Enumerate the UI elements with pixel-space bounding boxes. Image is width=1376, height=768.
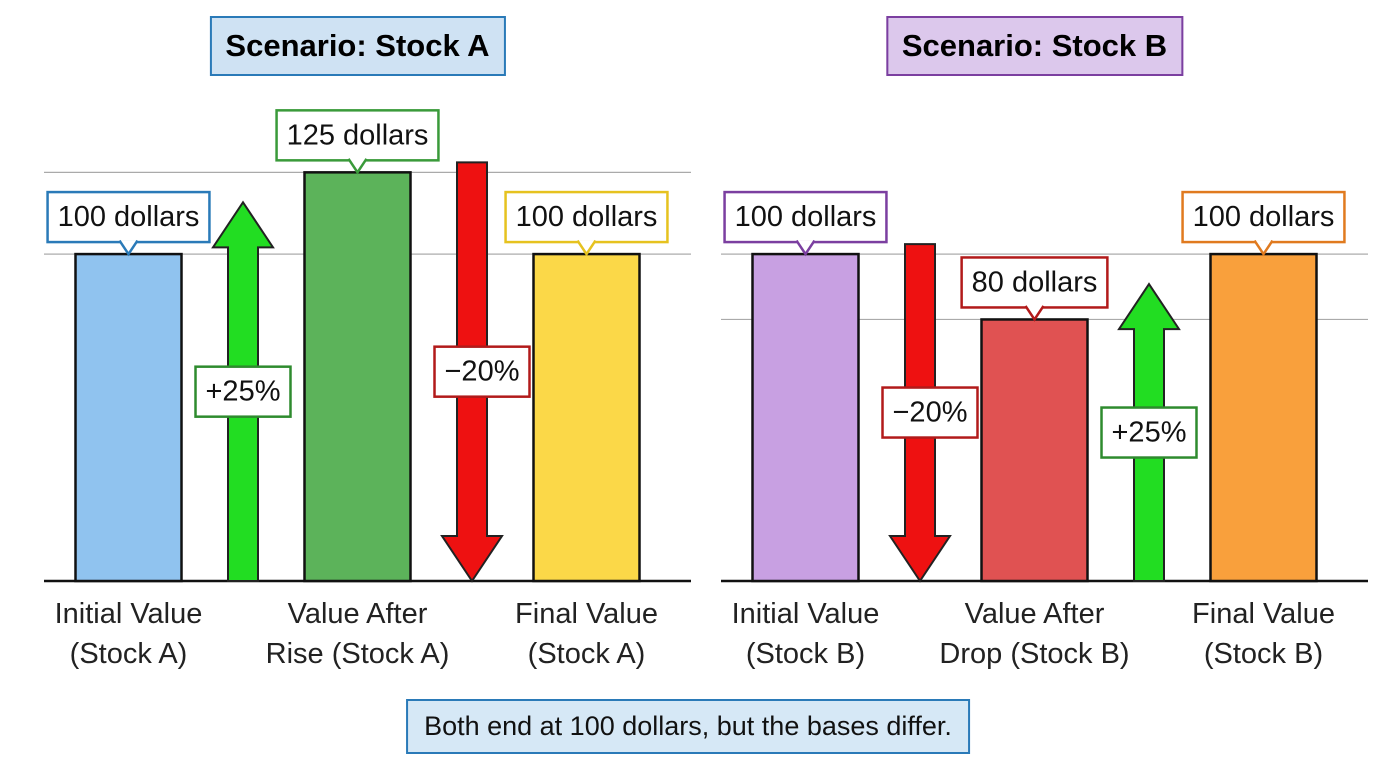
value-label-pointer <box>576 239 597 257</box>
value-label-pointer <box>795 239 816 257</box>
value-label-box <box>1181 190 1346 244</box>
bar <box>980 318 1089 583</box>
value-label-pointer <box>1024 305 1045 322</box>
x-tick-label: Value After Rise (Stock A) <box>265 598 450 670</box>
value-label-box <box>960 256 1109 309</box>
value-label-text: 100 dollars <box>1193 201 1335 233</box>
value-label-text: 100 dollars <box>735 201 877 233</box>
bar <box>303 171 412 583</box>
bar <box>532 252 641 583</box>
value-label-text: 100 dollars <box>58 201 200 233</box>
bar <box>1209 252 1318 583</box>
change-label-text: −20% <box>445 356 520 388</box>
caption: Both end at 100 dollars, but the bases d… <box>406 699 970 754</box>
x-tick-label: Final Value (Stock A) <box>515 598 658 670</box>
change-label-text: −20% <box>893 397 968 429</box>
x-tick-label: Final Value (Stock B) <box>1192 598 1335 670</box>
chart-title: Scenario: Stock A <box>209 16 506 76</box>
chart-title: Scenario: Stock B <box>885 16 1184 76</box>
x-tick-label: Initial Value (Stock A) <box>54 598 203 670</box>
change-label-box <box>194 365 292 418</box>
value-label-pointer <box>118 239 139 257</box>
change-label-box <box>433 345 531 398</box>
x-tick-label: Value After Drop (Stock B) <box>939 598 1130 670</box>
bar <box>751 252 860 583</box>
bar <box>74 252 183 583</box>
value-label-box <box>46 190 211 244</box>
x-tick-label: Initial Value (Stock B) <box>731 598 880 670</box>
change-label-text: +25% <box>1112 417 1187 449</box>
value-label-text: 125 dollars <box>287 119 429 151</box>
change-label-box <box>881 386 979 439</box>
value-label-text: 80 dollars <box>972 266 1098 298</box>
value-label-pointer <box>347 158 368 175</box>
value-label-text: 100 dollars <box>516 201 658 233</box>
value-label-box <box>723 190 888 244</box>
value-label-box <box>275 109 440 162</box>
change-label-text: +25% <box>206 376 281 408</box>
value-label-pointer <box>1253 239 1274 257</box>
change-label-box <box>1100 406 1198 459</box>
